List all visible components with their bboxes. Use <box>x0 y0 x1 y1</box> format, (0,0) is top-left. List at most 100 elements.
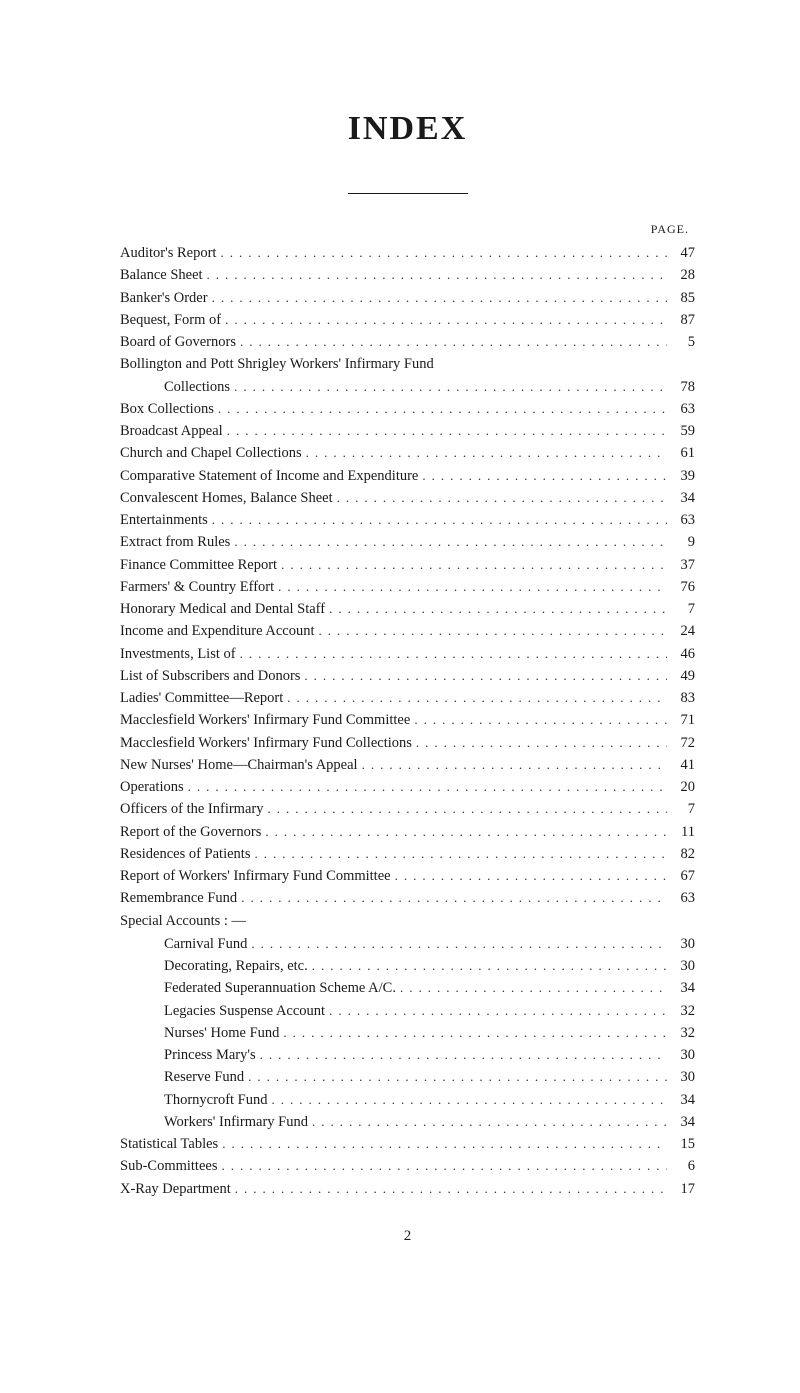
index-entry-page: 63 <box>667 399 695 421</box>
index-entry-page: 24 <box>667 621 695 643</box>
index-row: Reserve Fund30 <box>120 1067 695 1089</box>
index-entry-label: Carnival Fund <box>164 934 247 956</box>
index-row: Entertainments63 <box>120 510 695 532</box>
leader-dots <box>217 1156 667 1176</box>
leader-dots <box>247 934 667 954</box>
leader-dots <box>277 555 667 575</box>
index-entry-label: Bollington and Pott Shrigley Workers' In… <box>120 354 434 376</box>
index-entry-page: 7 <box>667 799 695 821</box>
index-entry-label: Macclesfield Workers' Infirmary Fund Col… <box>120 733 412 755</box>
index-row: Macclesfield Workers' Infirmary Fund Col… <box>120 733 695 755</box>
index-row: Officers of the Infirmary 7 <box>120 799 695 821</box>
leader-dots <box>250 844 667 864</box>
index-row: Finance Committee Report 37 <box>120 555 695 577</box>
index-entry-page: 32 <box>667 1023 695 1045</box>
leader-dots <box>256 1045 667 1065</box>
leader-dots <box>396 978 667 998</box>
leader-dots <box>223 421 667 441</box>
leader-dots <box>244 1067 667 1087</box>
leader-dots <box>314 621 667 641</box>
index-entry-page: 20 <box>667 777 695 799</box>
leader-dots <box>279 1023 667 1043</box>
index-row: Decorating, Repairs, etc.30 <box>120 956 695 978</box>
index-entry-label: Bequest, Form of <box>120 310 221 332</box>
index-entry-label: X-Ray Department <box>120 1179 231 1201</box>
index-row: Board of Governors5 <box>120 332 695 354</box>
index-row: Statistical Tables15 <box>120 1134 695 1156</box>
index-entry-label: Report of the Governors <box>120 822 261 844</box>
index-entry-page: 34 <box>667 978 695 1000</box>
index-entry-page: 34 <box>667 488 695 510</box>
index-entry-label: Sub-Committees <box>120 1156 217 1178</box>
index-entry-page: 63 <box>667 510 695 532</box>
index-row: Carnival Fund30 <box>120 934 695 956</box>
leader-dots <box>208 510 667 530</box>
index-row: Macclesfield Workers' Infirmary Fund Com… <box>120 710 695 732</box>
index-entry-label: Princess Mary's <box>164 1045 256 1067</box>
index-row: Box Collections63 <box>120 399 695 421</box>
leader-dots <box>325 599 667 619</box>
index-entry-label: Operations <box>120 777 184 799</box>
leader-dots <box>216 243 667 263</box>
index-entry-label: Workers' Infirmary Fund <box>164 1112 308 1134</box>
leader-dots <box>300 666 667 686</box>
index-entry-page: 30 <box>667 956 695 978</box>
index-entry-label: Macclesfield Workers' Infirmary Fund Com… <box>120 710 410 732</box>
index-entry-page: 32 <box>667 1001 695 1023</box>
leader-dots <box>333 488 667 508</box>
index-entry-label: Federated Superannuation Scheme A/C. <box>164 978 396 1000</box>
index-entry-page: 30 <box>667 1045 695 1067</box>
index-entry-page: 67 <box>667 866 695 888</box>
index-row: Investments, List of 46 <box>120 644 695 666</box>
leader-dots <box>236 644 667 664</box>
footer-page-number: 2 <box>120 1228 695 1245</box>
index-entry-label: Comparative Statement of Income and Expe… <box>120 466 418 488</box>
index-row: Residences of Patients82 <box>120 844 695 866</box>
index-row: Income and Expenditure Account24 <box>120 621 695 643</box>
leader-dots <box>221 310 667 330</box>
index-entry-page: 6 <box>667 1156 695 1178</box>
index-entry-label: Auditor's Report <box>120 243 216 265</box>
index-entry-page: 5 <box>667 332 695 354</box>
index-row: Convalescent Homes, Balance Sheet34 <box>120 488 695 510</box>
index-entry-page: 78 <box>667 377 695 399</box>
index-row: Thornycroft Fund34 <box>120 1090 695 1112</box>
index-entry-page: 49 <box>667 666 695 688</box>
index-entry-label: Finance Committee Report <box>120 555 277 577</box>
index-entry-page: 87 <box>667 310 695 332</box>
index-list: Auditor's Report47Balance Sheet28Banker'… <box>120 243 695 1200</box>
index-entry-page: 34 <box>667 1090 695 1112</box>
index-row: Report of the Governors11 <box>120 822 695 844</box>
index-entry-label: Special Accounts : — <box>120 911 246 933</box>
index-row: Bollington and Pott Shrigley Workers' In… <box>120 354 695 376</box>
leader-dots <box>230 532 667 552</box>
index-entry-page: 46 <box>667 644 695 666</box>
index-row: Extract from Rules9 <box>120 532 695 554</box>
leader-dots <box>412 733 667 753</box>
index-row: Legacies Suspense Account 32 <box>120 1001 695 1023</box>
index-entry-page: 83 <box>667 688 695 710</box>
index-title: INDEX <box>120 110 695 148</box>
index-entry-page: 39 <box>667 466 695 488</box>
title-divider <box>348 193 468 194</box>
index-entry-label: Officers of the Infirmary <box>120 799 263 821</box>
leader-dots <box>236 332 667 352</box>
index-row: Church and Chapel Collections61 <box>120 443 695 465</box>
index-row: Broadcast Appeal59 <box>120 421 695 443</box>
index-row: X-Ray Department17 <box>120 1179 695 1201</box>
index-entry-label: Balance Sheet <box>120 265 203 287</box>
index-row: Honorary Medical and Dental Staff7 <box>120 599 695 621</box>
index-entry-page: 41 <box>667 755 695 777</box>
index-entry-page: 37 <box>667 555 695 577</box>
index-entry-page: 34 <box>667 1112 695 1134</box>
leader-dots <box>184 777 667 797</box>
leader-dots <box>208 288 667 308</box>
index-row: Princess Mary's 30 <box>120 1045 695 1067</box>
index-entry-label: Church and Chapel Collections <box>120 443 302 465</box>
index-entry-label: Legacies Suspense Account <box>164 1001 325 1023</box>
index-entry-label: Report of Workers' Infirmary Fund Commit… <box>120 866 391 888</box>
index-row: Remembrance Fund63 <box>120 888 695 910</box>
index-entry-page: 76 <box>667 577 695 599</box>
index-entry-page: 30 <box>667 1067 695 1089</box>
index-entry-label: Investments, List of <box>120 644 236 666</box>
